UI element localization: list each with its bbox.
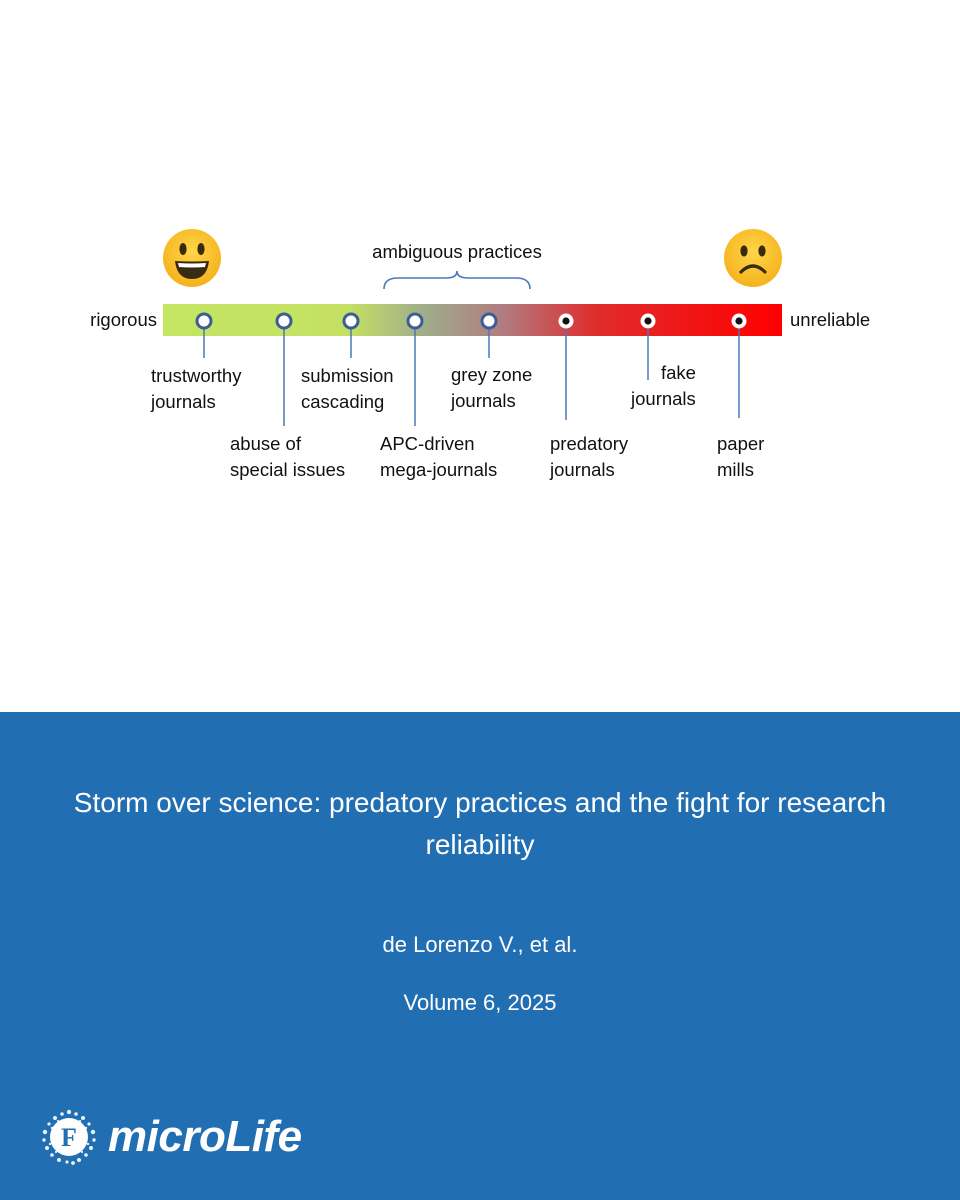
- label-paper-mills-line2: mills: [717, 459, 754, 480]
- marker-predatory-journals: [558, 313, 574, 329]
- label-paper-mills-line1: paper: [717, 433, 764, 454]
- label-fake-journals-line2: journals: [630, 388, 696, 409]
- happy-face-icon: [163, 229, 221, 287]
- connector-lines: [203, 329, 740, 426]
- ambiguous-practices-label: ambiguous practices: [372, 241, 542, 262]
- label-trustworthy-journals-line2: journals: [150, 391, 216, 412]
- marker-apc-driven-mega-journals: [406, 312, 424, 330]
- label-grey-zone-journals-line2: journals: [450, 390, 516, 411]
- label-submission-cascading-line2: cascading: [301, 391, 384, 412]
- rigorous-label: rigorous: [90, 309, 157, 330]
- brand-name: microLife: [108, 1112, 302, 1161]
- label-apc-driven-mega-journals-line2: mega-journals: [380, 459, 497, 480]
- label-submission-cascading-line1: submission: [301, 365, 394, 386]
- label-fake-journals-line1: fake: [661, 362, 696, 383]
- marker-abuse-of-special-issues: [275, 312, 293, 330]
- footer-panel: [0, 712, 960, 1200]
- article-title: Storm over science: predatory practices …: [73, 787, 887, 860]
- svg-text:F: F: [61, 1123, 77, 1152]
- label-apc-driven-mega-journals-line1: APC-driven: [380, 433, 475, 454]
- marker-grey-zone-journals: [480, 312, 498, 330]
- label-abuse-of-special-issues-line1: abuse of: [230, 433, 302, 454]
- label-trustworthy-journals-line1: trustworthy: [151, 365, 242, 386]
- journal-logo-icon: F: [42, 1109, 96, 1165]
- marker-fake-journals: [640, 313, 656, 329]
- label-grey-zone-journals-line1: grey zone: [451, 364, 532, 385]
- marker-submission-cascading: [342, 312, 360, 330]
- article-authors: de Lorenzo V., et al.: [382, 932, 578, 957]
- ambiguous-bracket: [383, 270, 531, 290]
- label-predatory-journals-line2: journals: [549, 459, 615, 480]
- unreliable-label: unreliable: [790, 309, 870, 330]
- figure-panel: ambiguous practices rigorous unreliable: [90, 229, 871, 480]
- reliability-spectrum-diagram: ambiguous practices rigorous unreliable: [90, 229, 870, 480]
- label-abuse-of-special-issues-line2: special issues: [230, 459, 345, 480]
- spectrum-bar: [163, 304, 782, 336]
- sad-face-icon: [724, 229, 782, 287]
- marker-paper-mills: [731, 313, 747, 329]
- label-predatory-journals-line1: predatory: [550, 433, 629, 454]
- marker-trustworthy-journals: [195, 312, 213, 330]
- article-volume: Volume 6, 2025: [403, 990, 557, 1015]
